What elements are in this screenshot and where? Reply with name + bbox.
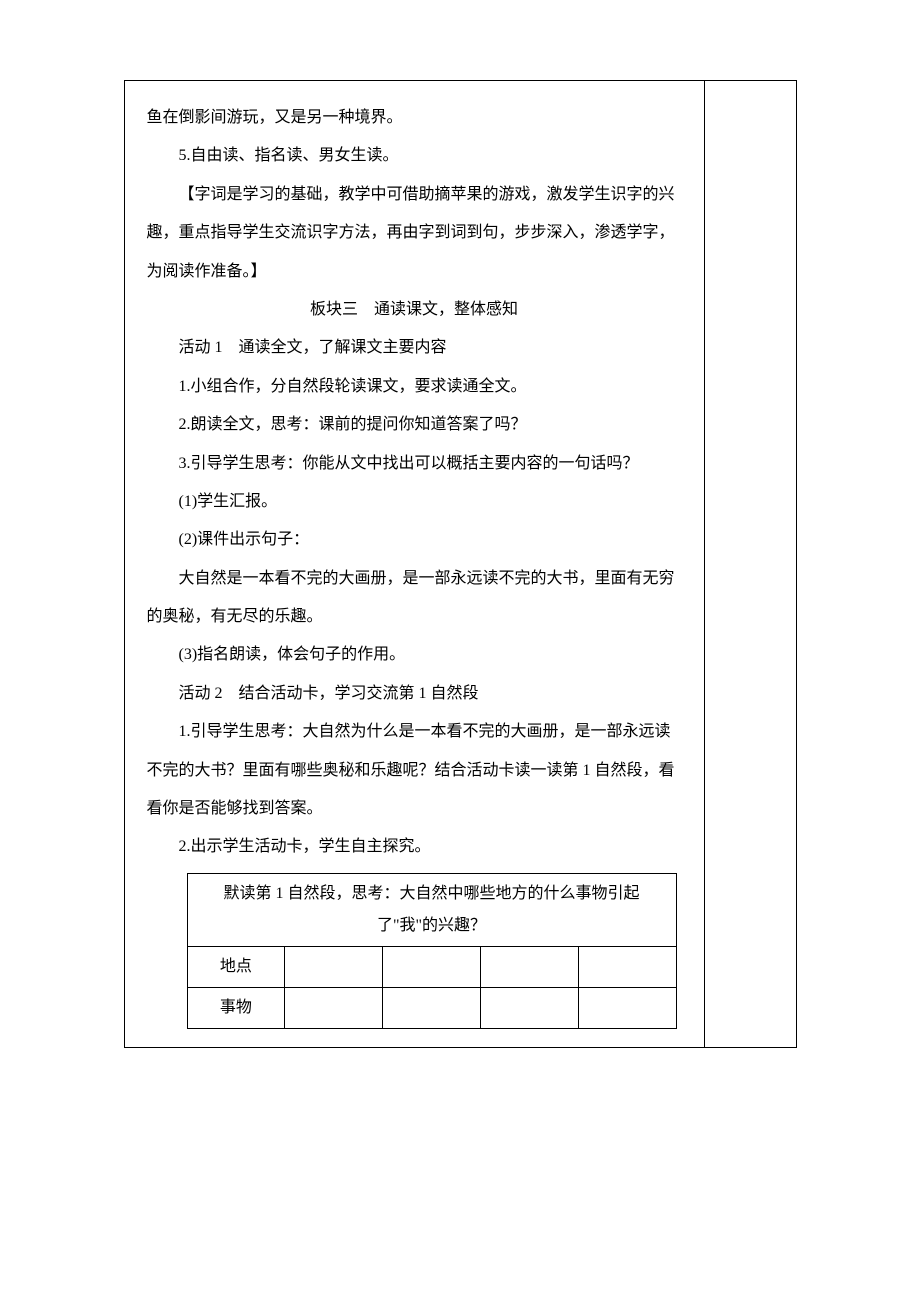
list-item: 2.出示学生活动卡，学生自主探究。 xyxy=(147,828,682,866)
main-content-cell: 鱼在倒影间游玩，又是另一种境界。 5.自由读、指名读、男女生读。 【字词是学习的… xyxy=(124,81,704,1048)
table-cell xyxy=(383,946,481,987)
sub-item: (2)课件出示句子： xyxy=(147,521,682,559)
table-row: 事物 xyxy=(187,987,676,1028)
table-cell xyxy=(578,987,676,1028)
table-cell xyxy=(383,987,481,1028)
activity-title: 活动 2 结合活动卡，学习交流第 1 自然段 xyxy=(147,675,682,713)
table-cell xyxy=(480,946,578,987)
table-cell xyxy=(285,946,383,987)
side-margin-cell xyxy=(704,81,796,1048)
activity-title: 活动 1 通读全文，了解课文主要内容 xyxy=(147,329,682,367)
table-row: 地点 xyxy=(187,946,676,987)
sub-item: (3)指名朗读，体会句子的作用。 xyxy=(147,636,682,674)
teaching-note: 【字词是学习的基础，教学中可借助摘苹果的游戏，激发学生识字的兴趣，重点指导学生交… xyxy=(147,176,682,291)
list-item: 3.引导学生思考：你能从文中找出可以概括主要内容的一句话吗？ xyxy=(147,445,682,483)
row-label-place: 地点 xyxy=(187,946,285,987)
table-caption: 默读第 1 自然段，思考：大自然中哪些地方的什么事物引起了"我"的兴趣？ xyxy=(187,873,676,946)
list-item: 1.小组合作，分自然段轮读课文，要求读通全文。 xyxy=(147,368,682,406)
table-cell xyxy=(578,946,676,987)
activity-card-table: 默读第 1 自然段，思考：大自然中哪些地方的什么事物引起了"我"的兴趣？ 地点 … xyxy=(187,873,677,1029)
table-cell xyxy=(480,987,578,1028)
body-text-item: 5.自由读、指名读、男女生读。 xyxy=(147,137,682,175)
list-item: 2.朗读全文，思考：课前的提问你知道答案了吗？ xyxy=(147,406,682,444)
row-label-thing: 事物 xyxy=(187,987,285,1028)
table-cell xyxy=(285,987,383,1028)
page-frame: 鱼在倒影间游玩，又是另一种境界。 5.自由读、指名读、男女生读。 【字词是学习的… xyxy=(124,80,797,1048)
quote-text: 大自然是一本看不完的大画册，是一部永远读不完的大书，里面有无穷的奥秘，有无尽的乐… xyxy=(147,560,682,637)
section-heading: 板块三 通读课文，整体感知 xyxy=(147,291,682,329)
body-text-line: 鱼在倒影间游玩，又是另一种境界。 xyxy=(147,99,682,137)
list-item: 1.引导学生思考：大自然为什么是一本看不完的大画册，是一部永远读不完的大书？里面… xyxy=(147,713,682,828)
sub-item: (1)学生汇报。 xyxy=(147,483,682,521)
